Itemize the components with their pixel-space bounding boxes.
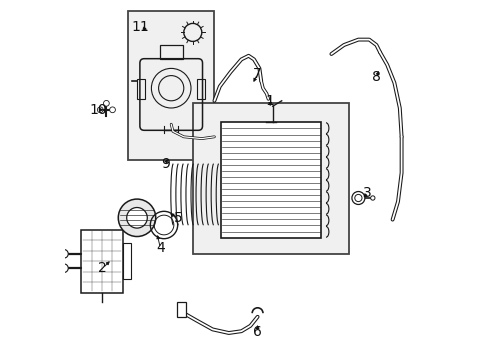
Text: 2: 2	[98, 261, 107, 275]
Bar	[128, 11, 215, 160]
Text: 3: 3	[363, 186, 372, 199]
Text: 7: 7	[253, 67, 262, 81]
Text: 11: 11	[132, 20, 149, 34]
Circle shape	[60, 264, 68, 273]
Text: 5: 5	[174, 211, 183, 225]
Bar	[81, 230, 122, 292]
Text: 6: 6	[253, 325, 262, 339]
Circle shape	[118, 199, 156, 237]
Text: 4: 4	[156, 242, 165, 255]
Circle shape	[103, 100, 109, 106]
Circle shape	[127, 207, 147, 228]
Circle shape	[60, 249, 68, 258]
Bar	[220, 122, 321, 238]
Bar	[197, 79, 205, 99]
Bar	[137, 79, 145, 99]
Text: 1: 1	[266, 94, 274, 108]
Circle shape	[352, 192, 365, 204]
Bar	[160, 45, 183, 59]
Bar	[122, 243, 130, 279]
Text: 10: 10	[89, 103, 107, 117]
Bar	[176, 302, 186, 317]
Text: 9: 9	[161, 157, 170, 171]
Circle shape	[98, 107, 103, 113]
Circle shape	[110, 107, 116, 113]
Circle shape	[370, 196, 375, 200]
Text: 8: 8	[372, 71, 381, 84]
Bar	[193, 103, 349, 254]
